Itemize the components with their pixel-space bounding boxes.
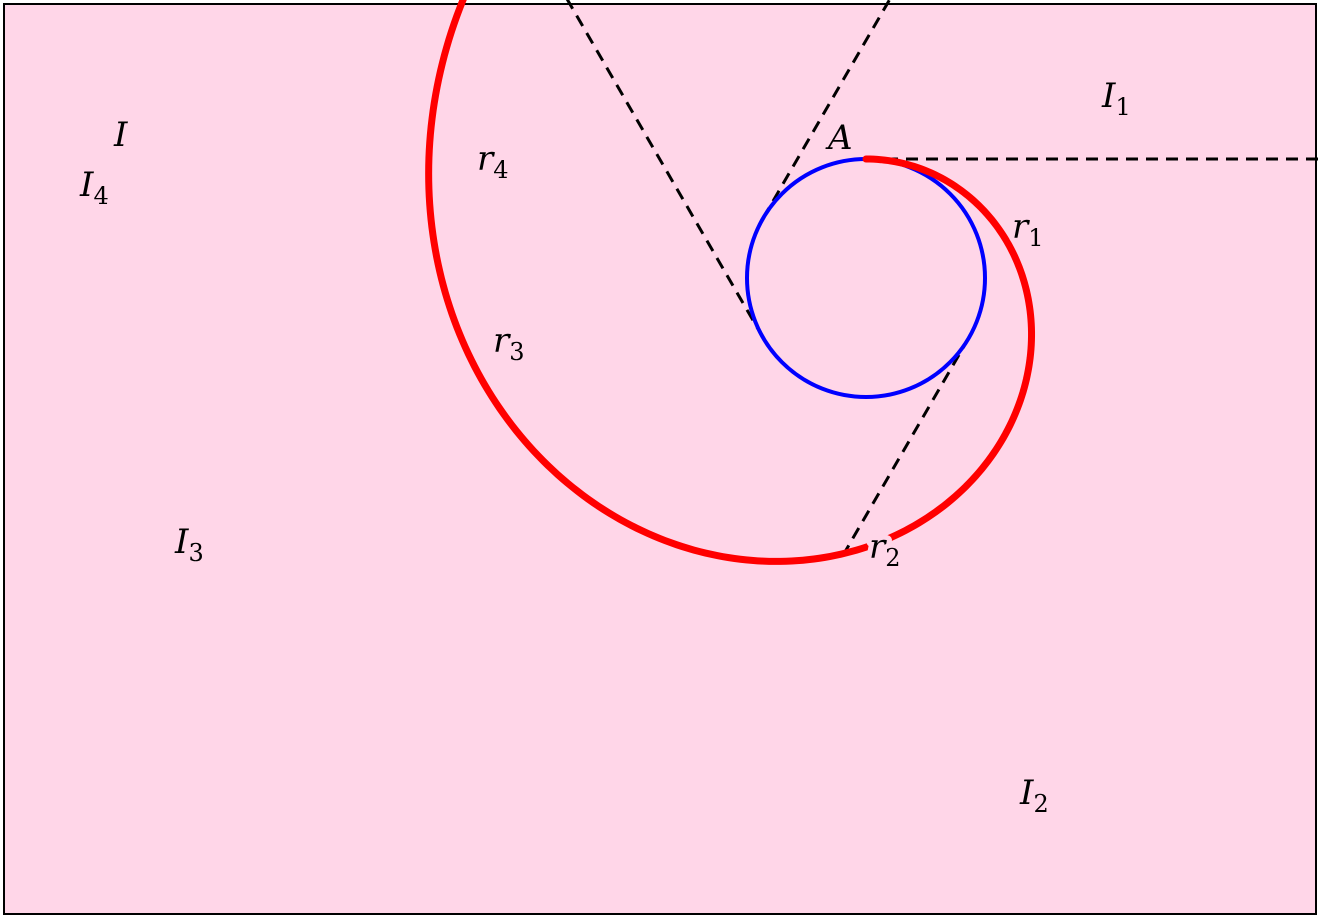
label-point-I2: I2 (1019, 773, 1049, 818)
label-point-I1: I1 (1101, 76, 1131, 121)
label-point-I: I (113, 115, 128, 155)
radius-lines (565, 0, 1320, 555)
radius-line-r2 (565, 0, 765, 339)
label-point-I4: I4 (79, 165, 109, 210)
label-point-A: A (825, 118, 853, 158)
radius-line-r3 (761, 0, 892, 220)
involute-curve (425, 0, 1036, 565)
diagram-background (3, 3, 1317, 915)
label-point-I3: I3 (174, 522, 204, 567)
label-r3: r3 (493, 321, 525, 366)
radius-line-r1 (842, 336, 971, 555)
